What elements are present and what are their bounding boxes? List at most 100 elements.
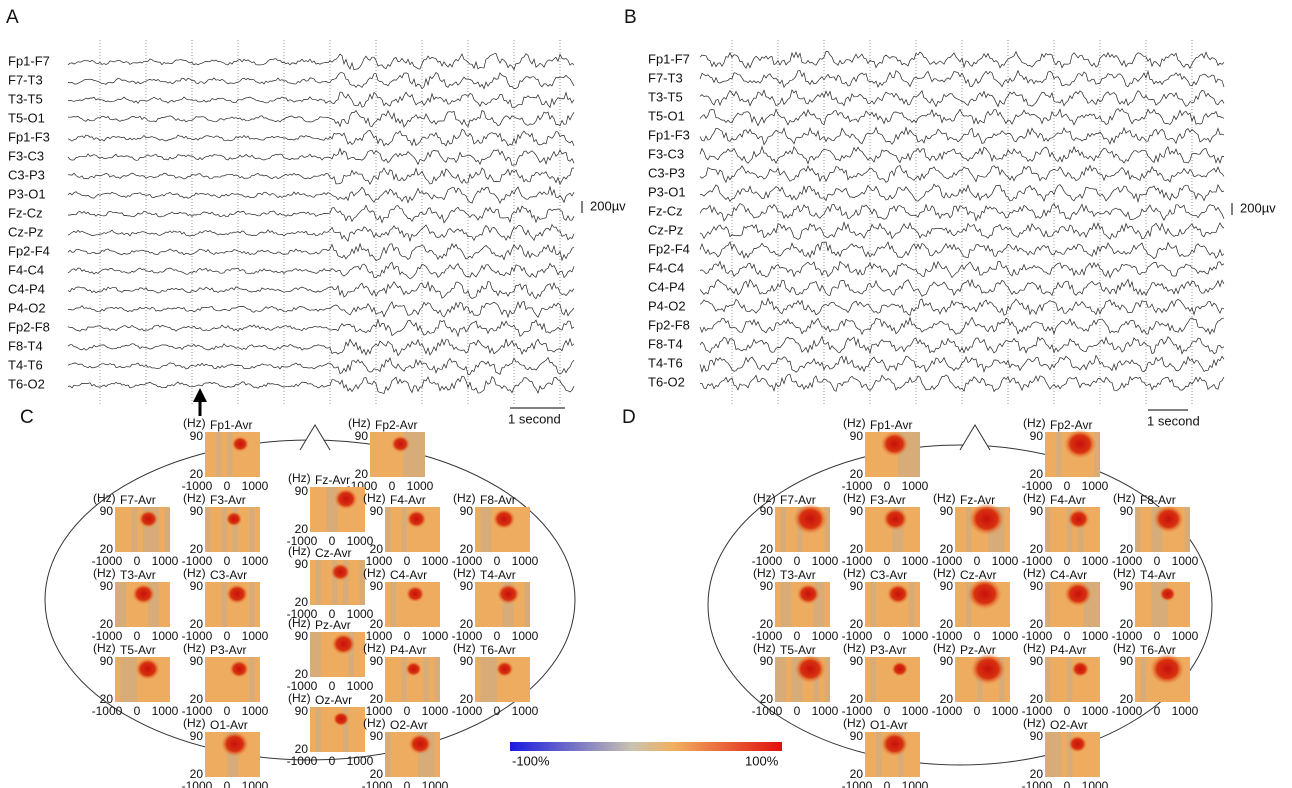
- tf-stripe: [519, 582, 525, 627]
- tf-blob: [231, 436, 249, 452]
- tf-xtick: 1000: [242, 779, 269, 788]
- tf-stripe: [115, 582, 121, 627]
- tf-stripe: [909, 582, 915, 627]
- tf-xtick: 0: [1154, 554, 1161, 568]
- tf-stripe: [876, 432, 882, 477]
- tf-stripe: [315, 707, 321, 752]
- tf-blob: [880, 431, 909, 457]
- tf-stripe: [412, 582, 418, 627]
- tf-ytick: 20: [190, 692, 204, 706]
- tf-stripe: [1050, 432, 1056, 477]
- tf-ytick: 90: [1030, 504, 1044, 518]
- tf-ytick: 20: [190, 617, 204, 631]
- tf-ytick: 90: [1030, 429, 1044, 443]
- tf-stripe: [407, 507, 413, 552]
- tf-xtick: 1000: [902, 629, 929, 643]
- tf-stripe: [497, 582, 503, 627]
- tf-stripe: [786, 582, 792, 627]
- amplitude-scale: 200µv: [1240, 200, 1276, 215]
- nose: [959, 424, 991, 451]
- tf-stripe: [153, 657, 159, 702]
- tf-stripe: [1078, 732, 1084, 777]
- tf-stripe: [310, 707, 316, 752]
- tf-stripe: [914, 507, 920, 552]
- eeg-trace: [699, 202, 1225, 222]
- tf-ytick: 20: [190, 542, 204, 556]
- eeg-trace: [67, 147, 575, 166]
- tf-stripe: [1184, 507, 1190, 552]
- tf-stripe: [216, 582, 222, 627]
- tf-stripe: [1089, 507, 1095, 552]
- tf-stripe: [243, 507, 249, 552]
- tf-stripe: [205, 732, 211, 777]
- channel-label: T3-T5: [648, 89, 683, 104]
- tf-stripe: [1067, 657, 1073, 702]
- tf-name: O1-Avr: [870, 718, 908, 732]
- tf-xtick: 0: [329, 679, 336, 693]
- tf-name: Fp1-Avr: [210, 418, 252, 432]
- tf-name: T5-Avr: [120, 643, 156, 657]
- tf-name: Fp2-Avr: [1050, 418, 1092, 432]
- tf-xtick: 0: [329, 534, 336, 548]
- tf-stripe: [797, 582, 803, 627]
- eeg-trace: [67, 356, 575, 376]
- tf-stripe: [332, 707, 338, 752]
- nose: [299, 424, 331, 451]
- channel-label: P4-O2: [648, 298, 686, 313]
- channel-label: T4-T6: [648, 355, 683, 370]
- tf-ytick: 20: [850, 467, 864, 481]
- tf-xtick: 0: [794, 554, 801, 568]
- tf-stripe: [120, 657, 126, 702]
- tf-unit: (Hz): [348, 416, 371, 430]
- tf-stripe: [513, 657, 519, 702]
- tf-stripe: [375, 432, 381, 477]
- tf-stripe: [876, 732, 882, 777]
- tf-stripe: [418, 732, 424, 777]
- tf-xtick: 0: [1064, 629, 1071, 643]
- tf-stripe: [813, 582, 819, 627]
- tf-xtick: -1000: [92, 554, 123, 568]
- tf-name: Cz-Avr: [315, 546, 351, 560]
- tf-xtick: 1000: [992, 554, 1019, 568]
- tf-xtick: -1000: [362, 629, 393, 643]
- tf-stripe: [999, 657, 1005, 702]
- tf-stripe: [491, 582, 497, 627]
- tf-name: Pz-Avr: [315, 618, 351, 632]
- channel-label: Fp2-F8: [648, 317, 690, 332]
- eeg-trace: [699, 69, 1225, 89]
- tf-stripe: [434, 507, 440, 552]
- tf-stripe: [232, 657, 238, 702]
- tf-unit: (Hz): [453, 641, 476, 655]
- tf-xtick: 1000: [152, 629, 179, 643]
- tf-stripe: [390, 732, 396, 777]
- channel-label: F4-C4: [648, 260, 684, 275]
- tf-name: C4-Avr: [1050, 568, 1087, 582]
- tf-stripe: [519, 507, 525, 552]
- tf-name: T4-Avr: [1140, 568, 1176, 582]
- tf-name: F7-Avr: [780, 493, 816, 507]
- tf-stripe: [1146, 657, 1152, 702]
- channel-label: Cz-Pz: [8, 224, 43, 239]
- channel-label: F3-C3: [648, 146, 684, 161]
- tf-xtick: -1000: [362, 779, 393, 788]
- tf-xtick: -1000: [842, 479, 873, 493]
- tf-stripe: [115, 657, 121, 702]
- tf-xtick: -1000: [1112, 629, 1143, 643]
- tf-stripe: [221, 582, 227, 627]
- tf-xtick: -1000: [182, 554, 213, 568]
- tf-ytick: 20: [100, 542, 114, 556]
- tf-stripe: [243, 732, 249, 777]
- tf-xtick: 0: [884, 779, 891, 788]
- tf-stripe: [780, 657, 786, 702]
- tf-xtick: -1000: [452, 554, 483, 568]
- tf-unit: (Hz): [363, 641, 386, 655]
- tf-xtick: -1000: [182, 779, 213, 788]
- tf-xtick: 1000: [347, 607, 374, 621]
- tf-stripe: [876, 657, 882, 702]
- tf-stripe: [423, 582, 429, 627]
- tf-stripe: [870, 732, 876, 777]
- tf-xtick: -1000: [182, 704, 213, 718]
- tf-unit: (Hz): [1113, 491, 1136, 505]
- tf-stripe: [898, 507, 904, 552]
- tf-stripe: [475, 657, 481, 702]
